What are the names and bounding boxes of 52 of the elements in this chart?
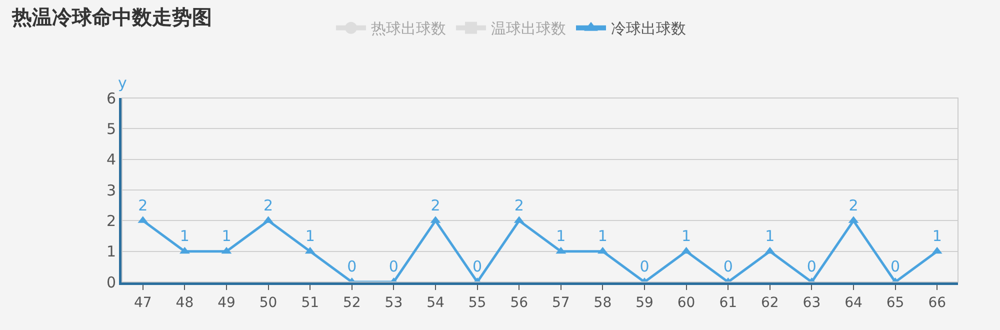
- x-tick-label: 59: [636, 294, 654, 311]
- x-tick-label: 57: [552, 294, 570, 311]
- data-label: 0: [472, 258, 482, 276]
- x-tick-label: 53: [384, 294, 403, 311]
- x-tick-label: 48: [176, 294, 194, 311]
- chart-title: 热温冷球命中数走势图: [11, 4, 212, 29]
- y-tick-label: 5: [106, 120, 116, 138]
- x-tick-label: 61: [719, 294, 738, 311]
- data-label: 2: [514, 196, 524, 214]
- x-tick-label: 62: [760, 294, 779, 311]
- data-label: 1: [598, 226, 608, 245]
- data-label: 1: [765, 226, 775, 245]
- x-tick-label: 54: [426, 294, 444, 311]
- data-label: 2: [138, 196, 148, 214]
- data-label: 0: [890, 258, 900, 276]
- y-tick-label: 2: [106, 212, 116, 230]
- x-tick-label: 51: [301, 294, 320, 311]
- x-tick-label: 52: [342, 294, 361, 311]
- legend-label: 温球出球数: [491, 20, 566, 38]
- legend-label: 热球出球数: [371, 20, 446, 38]
- x-tick-label: 66: [928, 294, 946, 311]
- data-label: 1: [932, 226, 942, 245]
- data-label: 2: [264, 196, 274, 214]
- x-tick-label: 56: [510, 294, 528, 311]
- data-label: 0: [347, 258, 357, 276]
- data-label: 1: [222, 226, 232, 245]
- data-label: 2: [430, 196, 440, 214]
- data-label: 1: [180, 226, 190, 245]
- data-label: 1: [305, 226, 315, 245]
- x-tick-label: 50: [259, 294, 278, 311]
- x-tick-label: 49: [218, 294, 236, 311]
- data-label: 0: [388, 258, 398, 276]
- x-tick-label: 65: [886, 294, 904, 311]
- x-tick-label: 55: [468, 294, 486, 311]
- y-tick-label: 6: [106, 89, 116, 108]
- data-label: 0: [806, 258, 816, 276]
- legend-label: 冷球出球数: [611, 20, 686, 38]
- y-tick-label: 4: [106, 150, 116, 169]
- data-label: 1: [682, 226, 692, 245]
- y-tick-label: 1: [106, 242, 116, 261]
- y-tick-label: 3: [106, 181, 116, 200]
- y-tick-label: 0: [106, 273, 116, 292]
- x-tick-label: 63: [802, 294, 821, 311]
- data-label: 0: [640, 258, 650, 276]
- x-tick-label: 64: [844, 294, 862, 311]
- y-axis-title: y: [118, 74, 127, 92]
- x-tick-label: 47: [134, 294, 152, 311]
- data-label: 2: [848, 196, 858, 214]
- x-tick-label: 60: [677, 294, 696, 311]
- x-tick-label: 58: [594, 294, 612, 311]
- data-label: 1: [556, 226, 566, 245]
- data-label: 0: [723, 258, 733, 276]
